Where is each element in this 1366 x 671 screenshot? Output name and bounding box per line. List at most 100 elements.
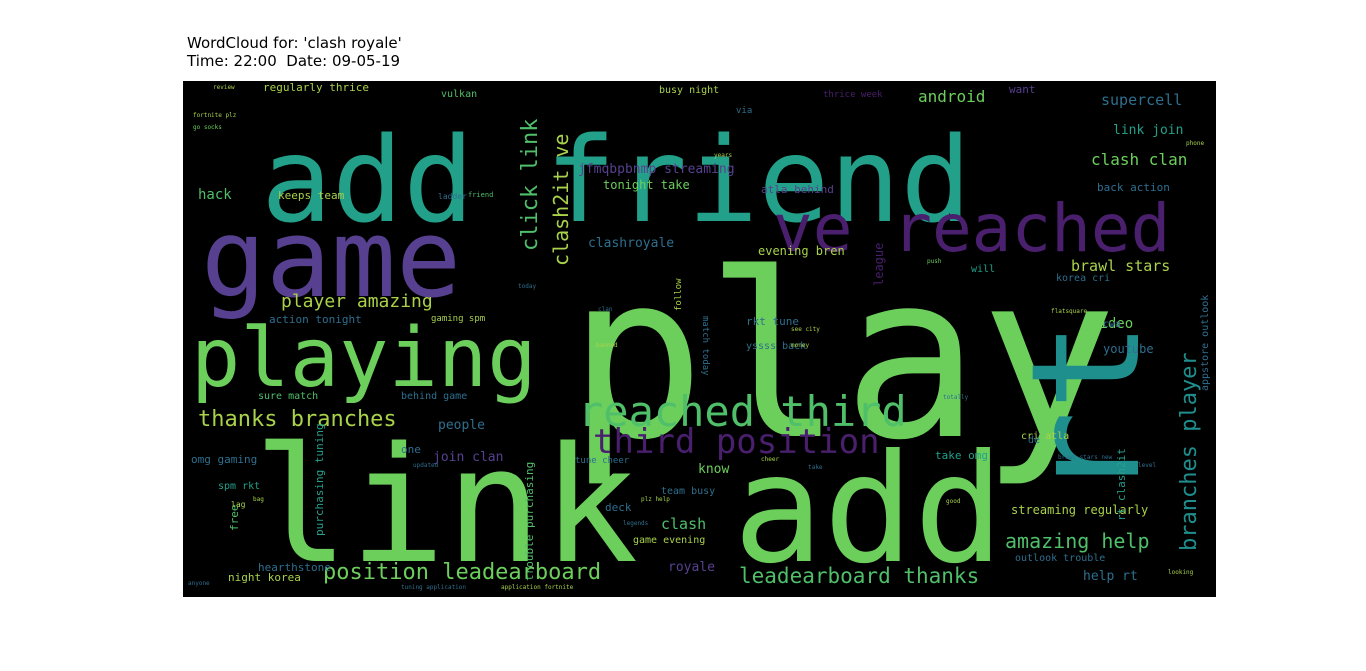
word-team-busy: team busy	[661, 486, 715, 497]
word-clashroyale: clashroyale	[588, 236, 674, 251]
word-gaming-spm: gaming spm	[431, 314, 485, 324]
word-leadearboard-thanks: leadearboard thanks	[739, 564, 979, 588]
word-free: free	[228, 505, 241, 532]
word-flatsquare: flatsquare	[1051, 308, 1088, 315]
word-royale: royale	[668, 560, 715, 575]
word-de: de	[1028, 435, 1040, 446]
word-vulkan: vulkan	[441, 89, 477, 100]
word-rt-clash2it: rt clash2it	[1115, 448, 1128, 521]
word-atla-behind: atla behind	[761, 183, 834, 196]
word-tonight-take: tonight take	[603, 178, 690, 192]
word-deck: deck	[605, 501, 632, 514]
word-brawl-stars-new: brawl stars new	[1058, 454, 1113, 461]
word-today: today	[518, 283, 536, 290]
word-tuning-application: tuning application	[401, 584, 466, 591]
word-busy-night: busy night	[659, 85, 719, 96]
word-one: one	[401, 443, 421, 456]
word-clash: clash	[661, 515, 706, 533]
word-bag: bag	[253, 496, 264, 503]
word-link: link	[253, 412, 638, 597]
word-yssss-back: yssss back	[746, 341, 806, 352]
word-see-city: see city	[791, 326, 820, 333]
word-go-socks: go socks	[193, 124, 222, 131]
word-money: money	[791, 342, 809, 349]
word-good: good	[946, 498, 961, 505]
word-spm-rkt: spm rkt	[218, 481, 260, 492]
word-follow: follow	[674, 278, 684, 311]
word-thrice-week: thrice week	[823, 90, 883, 100]
word-branches-player: branches player	[1177, 352, 1202, 551]
word-korea-cri: korea cri	[1056, 273, 1110, 284]
word-purchasing-tuning: purchasing tuning	[313, 423, 326, 536]
word-add-friend: add friend	[261, 111, 971, 249]
word-hack: hack	[198, 187, 232, 203]
figure-title: WordCloud for: 'clash royale' Time: 22:0…	[187, 34, 402, 70]
word-game: game	[201, 197, 461, 322]
word-reached-third: reached third	[578, 387, 907, 436]
word-third-position: third position	[593, 422, 880, 462]
word-match-today: match today	[700, 316, 710, 376]
word-fortnite-plz: fortnite plz	[193, 112, 237, 119]
word-clan: clan	[598, 306, 613, 313]
word-rt: rt	[1000, 320, 1174, 501]
word-play: play	[568, 224, 1117, 490]
word-omg-gaming: omg gaming	[191, 453, 257, 466]
word-evening-bren: evening bren	[758, 244, 845, 258]
word-phone: phone	[1186, 140, 1204, 147]
word-hearthstone: hearthstone	[258, 561, 331, 574]
word-position-leadearboard: position leadearboard	[323, 560, 601, 585]
word-lag: lag	[231, 500, 246, 509]
word-cwa: cwa	[1103, 319, 1121, 330]
word-action-tonight: action tonight	[269, 313, 362, 326]
word-level: level	[1138, 462, 1156, 469]
word-add: add	[733, 423, 1004, 597]
word-friend: friend	[468, 191, 493, 199]
word-night-korea: night korea	[228, 571, 301, 584]
word-cloud-canvas: play add friend game link add rt playing…	[183, 81, 1216, 597]
word-know: know	[698, 462, 729, 477]
word-application-fortnite: application fortnite	[501, 584, 574, 591]
word-supercell: supercell	[1101, 91, 1182, 109]
word-anyone: anyone	[188, 580, 210, 587]
word-cri-atla: cri atla	[1021, 431, 1069, 442]
word-clash-clan: clash clan	[1091, 150, 1187, 169]
word-clash2it-ve: clash2it ve	[549, 134, 573, 266]
word-playing: playing	[191, 311, 537, 406]
title-line-datetime: Time: 22:00 Date: 09-05-19	[187, 52, 401, 70]
word-years: years	[714, 152, 732, 159]
word-ladder: ladder	[438, 192, 467, 201]
word-brawl-stars: brawl stars	[1071, 257, 1170, 275]
word-want: want	[1009, 83, 1036, 96]
word-banned: banned	[596, 342, 618, 349]
title-line-query: WordCloud for: 'clash royale'	[187, 34, 402, 52]
word-game-evening: game evening	[633, 535, 705, 546]
word-link-join: link join	[1113, 123, 1183, 138]
word-help-rt: help rt	[1083, 569, 1138, 584]
word-tune-cheer: tune cheer	[575, 456, 630, 466]
word-ve-reached: ve reached	[773, 190, 1170, 267]
word-keeps-team: keeps team	[278, 189, 345, 202]
word-android: android	[918, 87, 985, 106]
word-back-action: back action	[1097, 181, 1170, 194]
word-will: will	[971, 264, 995, 275]
word-push: push	[927, 258, 942, 265]
word-take: take	[808, 464, 823, 471]
word-people: people	[438, 418, 485, 433]
word-join-clan: join clan	[433, 450, 503, 465]
word-youtube: youtube	[1103, 342, 1154, 356]
word-league: league	[872, 243, 886, 286]
word-regularly-thrice: regularly thrice	[263, 81, 369, 94]
word-plz-help: plz help	[641, 496, 670, 503]
word-take-omg: take omg	[935, 449, 988, 462]
word-sure-match: sure match	[258, 391, 318, 402]
word-trouble-purchasing: trouble purchasing	[523, 462, 536, 581]
word-appstore-outlook: appstore outlook	[1200, 295, 1211, 391]
word-looking: looking	[1168, 569, 1194, 576]
word-legends: legends	[623, 520, 649, 527]
word-totally: totally	[943, 394, 969, 401]
word-cloud-svg: play add friend game link add rt playing…	[188, 81, 1211, 597]
word-outlook-trouble: outlook trouble	[1015, 553, 1105, 564]
word-jfmqbpbnmp-streaming: jfmqbpbnmp streaming	[578, 162, 735, 177]
word-rkt-tune: rkt tune	[746, 315, 799, 328]
word-thanks-branches: thanks branches	[198, 407, 397, 432]
